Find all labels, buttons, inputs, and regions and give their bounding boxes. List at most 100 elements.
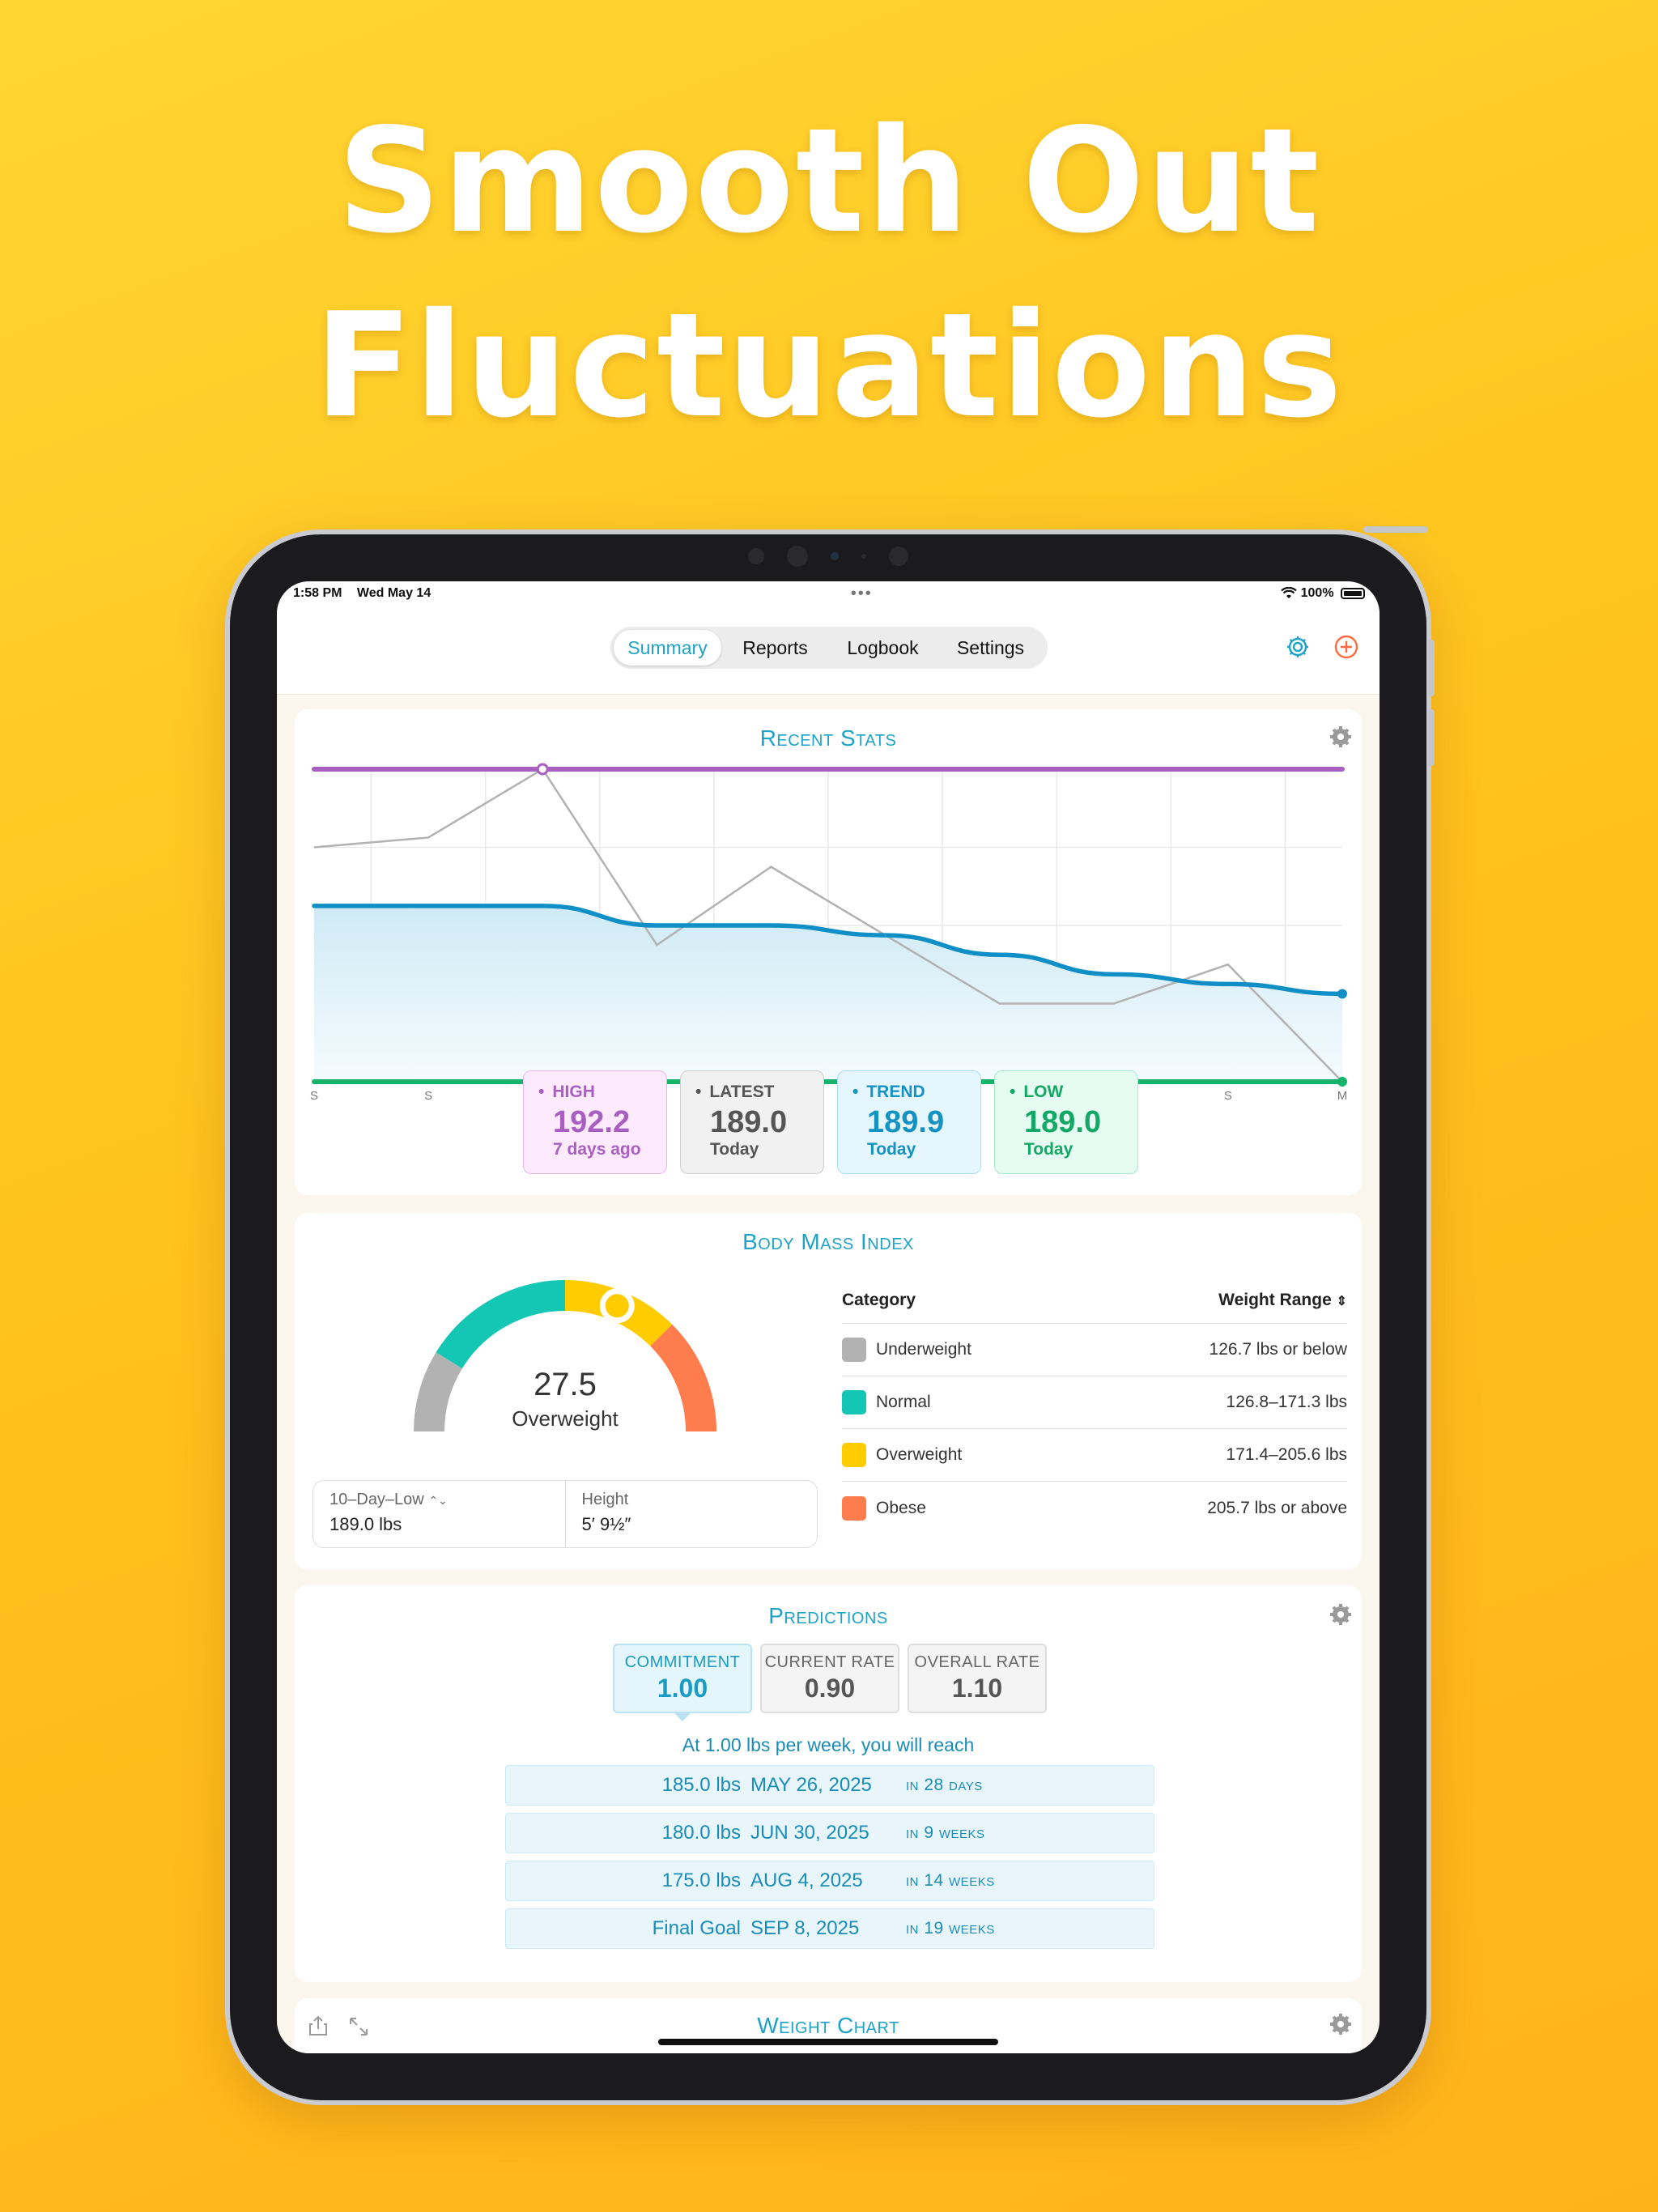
prediction-row: Final Goal SEP 8, 2025 in 19 weeks — [505, 1908, 1154, 1949]
stat-latest-value: 189.0 — [710, 1105, 788, 1139]
tab-logbook[interactable]: Logbook — [847, 637, 919, 658]
stat-low[interactable]: LOW 189.0 Today — [994, 1070, 1138, 1174]
height-value: 5′ 9½″ — [581, 1514, 631, 1534]
x-tick-label: M — [1337, 1089, 1348, 1103]
stat-trend-sub: Today — [867, 1140, 916, 1159]
stat-latest-sub: Today — [710, 1140, 759, 1159]
height-label: Height — [581, 1491, 629, 1508]
stat-high[interactable]: HIGH 192.2 7 days ago — [523, 1070, 667, 1174]
trend-area — [314, 905, 1342, 1082]
x-tick-label: S — [1224, 1089, 1232, 1103]
weight-point — [427, 836, 429, 838]
low-selector[interactable]: 10–Day–Low ⌃⌄ 189.0 lbs — [313, 1481, 565, 1547]
status-time: 1:58 PM — [293, 586, 342, 600]
recent-stats-title: Recent Stats — [759, 725, 897, 751]
stat-trend[interactable]: TREND 189.9 Today — [837, 1070, 981, 1174]
prediction-row: 175.0 lbs AUG 4, 2025 in 14 weeks — [505, 1861, 1154, 1901]
prediction-date: AUG 4, 2025 — [750, 1870, 863, 1891]
share-icon[interactable] — [308, 2014, 329, 2037]
prediction-date: SEP 8, 2025 — [750, 1917, 860, 1939]
weight-point — [770, 866, 772, 868]
prediction-weight: 185.0 lbs — [661, 1774, 741, 1796]
x-tick-label: S — [424, 1089, 432, 1103]
rate-overall[interactable]: OVERALL RATE 1.10 — [908, 1644, 1047, 1713]
stat-trend-label: TREND — [852, 1083, 966, 1102]
bmi-gauge-marker — [599, 1288, 635, 1324]
bmi-row-range: 126.8–171.3 lbs — [1226, 1393, 1347, 1411]
prediction-weight: 180.0 lbs — [661, 1822, 741, 1844]
bmi-row-range: 205.7 lbs or above — [1207, 1498, 1347, 1517]
volume-up-button — [1428, 640, 1435, 696]
tab-segmented-control: Summary Reports Logbook Settings — [610, 627, 1048, 669]
bmi-card: Body Mass Index 27.5 Overweight 10–Day–L… — [295, 1213, 1362, 1569]
stat-low-label: LOW — [1010, 1083, 1123, 1102]
gauge-segment-normal — [436, 1280, 566, 1369]
prediction-weight: 175.0 lbs — [661, 1870, 741, 1891]
add-entry-icon[interactable] — [1333, 633, 1360, 661]
bmi-col-category: Category — [842, 1291, 916, 1309]
multitasking-dots-icon[interactable]: ••• — [850, 584, 873, 602]
bmi-category: Overweight — [512, 1406, 619, 1431]
stat-high-label: HIGH — [538, 1083, 652, 1102]
bmi-col-range[interactable]: Weight Range ⇕ — [1218, 1291, 1347, 1309]
bmi-readout: 27.5 Overweight — [395, 1367, 735, 1431]
stat-high-value: 192.2 — [553, 1105, 631, 1139]
bmi-table-header: Category Weight Range ⇕ — [842, 1291, 1347, 1324]
rate-commitment[interactable]: COMMITMENT 1.00 — [613, 1644, 752, 1713]
weight-chart-gear-icon[interactable] — [1329, 2013, 1352, 2035]
prediction-in: in 9 weeks — [906, 1823, 985, 1842]
gauge-segment-underweight — [414, 1352, 463, 1432]
rate-current[interactable]: CURRENT RATE 0.90 — [760, 1644, 899, 1713]
headline: Smooth Out Fluctuations — [0, 89, 1658, 458]
weight-point — [1113, 1003, 1115, 1004]
prediction-weight: Final Goal — [652, 1917, 741, 1939]
swatch-obese — [842, 1495, 866, 1521]
ipad-frame: 1:58 PM Wed May 14 ••• 100% Summary Repo… — [225, 526, 1435, 2105]
settings-gear-icon[interactable] — [1284, 633, 1312, 661]
rate-overall-value: 1.10 — [951, 1674, 1003, 1703]
prediction-in: in 28 days — [906, 1776, 983, 1794]
bmi-title: Body Mass Index — [742, 1229, 914, 1254]
stat-latest-label: LATEST — [695, 1083, 809, 1102]
weight-point — [885, 934, 886, 936]
rate-commitment-label: COMMITMENT — [624, 1653, 741, 1671]
stat-trend-value: 189.9 — [867, 1105, 945, 1139]
tab-summary[interactable]: Summary — [614, 630, 721, 666]
app-screen: 1:58 PM Wed May 14 ••• 100% Summary Repo… — [277, 581, 1380, 2053]
bmi-row-range: 171.4–205.6 lbs — [1226, 1445, 1347, 1464]
prediction-in: in 14 weeks — [906, 1871, 995, 1890]
camera-array — [748, 546, 908, 567]
bmi-table: Category Weight Range ⇕ Underweight 126.… — [842, 1291, 1347, 1534]
bmi-info-box: 10–Day–Low ⌃⌄ 189.0 lbs Height 5′ 9½″ — [312, 1480, 818, 1548]
rate-current-label: CURRENT RATE — [764, 1653, 895, 1671]
headline-line-1: Smooth Out — [337, 97, 1321, 265]
prediction-row: 185.0 lbs MAY 26, 2025 in 28 days — [505, 1765, 1154, 1806]
height-field[interactable]: Height 5′ 9½″ — [564, 1481, 818, 1547]
swatch-normal — [842, 1390, 866, 1414]
battery-icon — [1341, 587, 1365, 599]
bmi-row-name: Overweight — [876, 1445, 963, 1464]
tab-reports[interactable]: Reports — [742, 637, 808, 658]
swatch-underweight — [842, 1338, 866, 1362]
bmi-row-name: Normal — [876, 1393, 931, 1411]
rate-commitment-value: 1.00 — [657, 1674, 708, 1703]
rate-pointer — [673, 1712, 692, 1721]
weight-point — [313, 847, 315, 848]
predictions-gear-icon[interactable] — [1329, 1603, 1352, 1626]
high-marker — [536, 763, 549, 776]
stat-high-sub: 7 days ago — [553, 1140, 641, 1159]
weight-point — [1227, 963, 1229, 965]
chevron-updown-icon: ⌃⌄ — [428, 1494, 448, 1507]
tab-settings[interactable]: Settings — [956, 637, 1025, 658]
sort-icon: ⇕ — [1336, 1295, 1347, 1308]
recent-stats-gear-icon[interactable] — [1329, 725, 1352, 748]
bmi-row-normal: Normal 126.8–171.3 lbs — [842, 1376, 1347, 1429]
predictions-card: Predictions COMMITMENT 1.00 CURRENT RATE… — [295, 1585, 1362, 1982]
stat-latest[interactable]: LATEST 189.0 Today — [680, 1070, 824, 1174]
bmi-value: 27.5 — [534, 1367, 597, 1402]
expand-icon[interactable] — [348, 2016, 369, 2037]
prediction-row: 180.0 lbs JUN 30, 2025 in 9 weeks — [505, 1813, 1154, 1853]
trend-end-marker — [1337, 989, 1347, 999]
home-indicator[interactable] — [658, 2039, 998, 2045]
bmi-row-range: 126.7 lbs or below — [1209, 1340, 1347, 1359]
